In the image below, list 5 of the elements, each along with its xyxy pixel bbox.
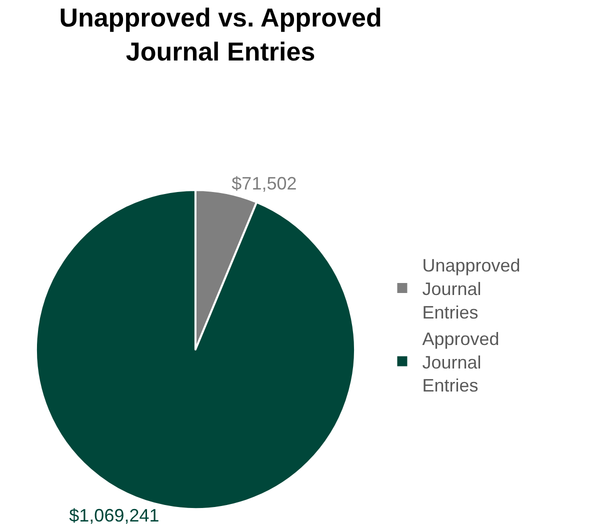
data-label: $71,502 bbox=[232, 173, 297, 194]
chart-title: Unapproved vs. Approved Journal Entries bbox=[59, 2, 382, 66]
legend-label: Approved Journal Entries bbox=[422, 328, 500, 396]
data-label: $1,069,241 bbox=[69, 506, 160, 526]
legend-label: Unapproved Journal Entries bbox=[422, 256, 520, 322]
